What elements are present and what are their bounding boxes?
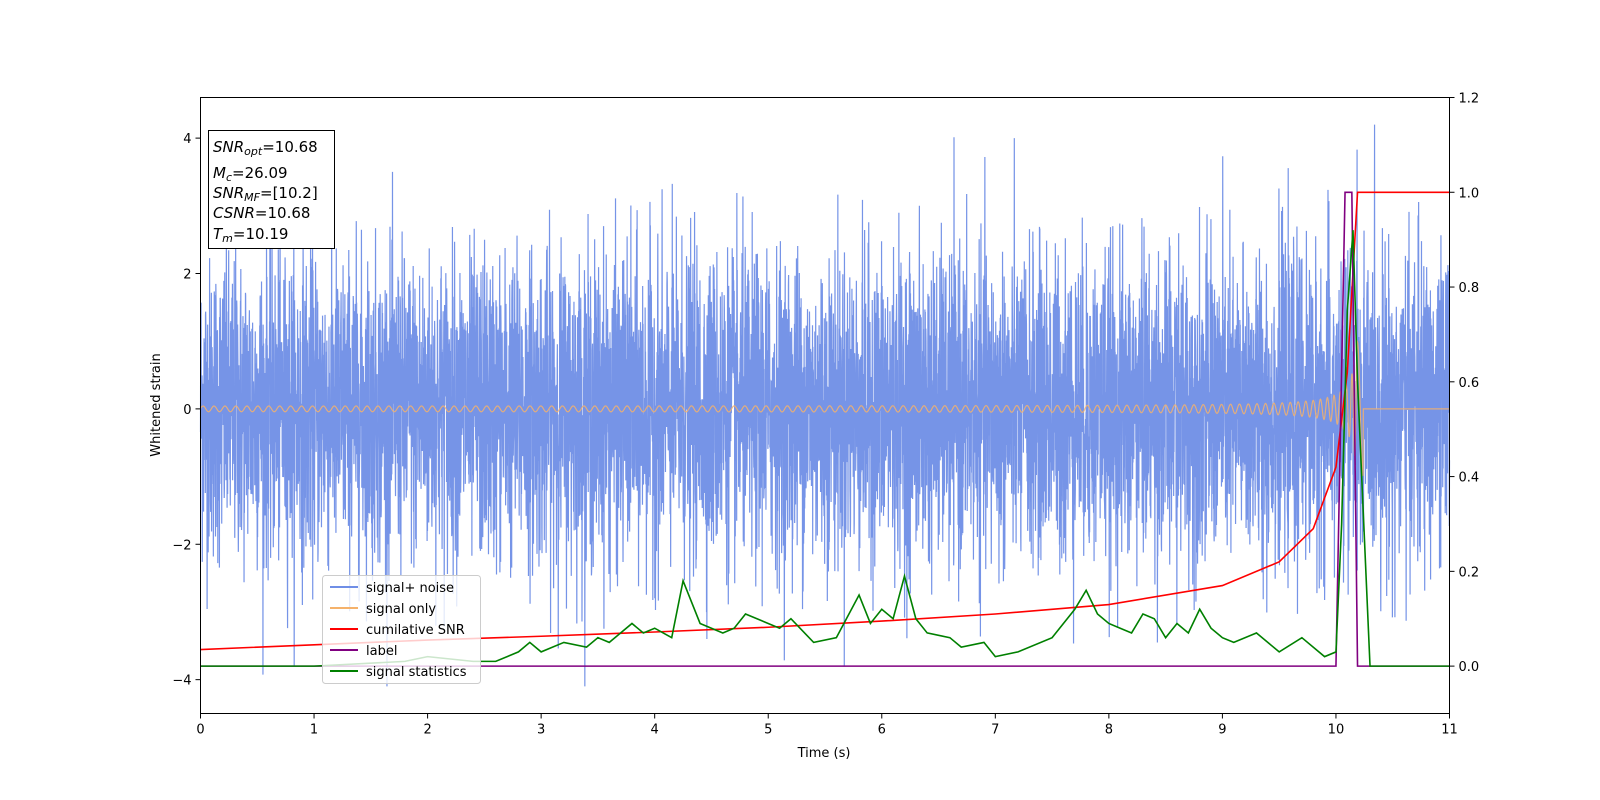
x-tick-label-3: 3 bbox=[537, 723, 545, 738]
info-box: SNRopt=10.68 Mc=26.09 SNRMF=[10.2] CSNR=… bbox=[208, 130, 335, 249]
y-left-tick-label-3: 2 bbox=[183, 268, 191, 283]
x-tick-label-4: 4 bbox=[651, 723, 659, 738]
legend-label-signal-noise: signal+ noise bbox=[366, 581, 454, 596]
series-layer bbox=[199, 124, 1451, 687]
legend-label-signal-only: signal only bbox=[366, 602, 436, 617]
x-tick-label-9: 9 bbox=[1218, 723, 1226, 738]
legend-label-label: label bbox=[366, 644, 397, 659]
y-axis-right: 0.0 0.2 0.4 0.6 0.8 1.0 1.2 bbox=[1449, 92, 1480, 675]
y-right-tick-label-2: 0.4 bbox=[1459, 471, 1480, 486]
x-axis: 0 1 2 3 4 5 6 7 8 9 10 11 bbox=[196, 713, 1458, 738]
y-right-tick-label-5: 1.0 bbox=[1459, 186, 1480, 201]
info-tm: Tm=10.19 bbox=[213, 225, 288, 245]
x-tick-label-1: 1 bbox=[310, 723, 318, 738]
series-signal-only bbox=[199, 339, 1450, 476]
y-right-tick-label-4: 0.8 bbox=[1459, 281, 1480, 296]
x-tick-label-10: 10 bbox=[1328, 723, 1345, 738]
legend: signal+ noise signal only cumilative SNR… bbox=[322, 575, 481, 684]
info-snr-opt: SNRopt=10.68 bbox=[213, 138, 318, 158]
x-tick-label-2: 2 bbox=[423, 723, 431, 738]
y-right-tick-label-0: 0.0 bbox=[1459, 660, 1480, 675]
info-csnr: CSNR=10.68 bbox=[213, 204, 310, 222]
y-left-tick-label-4: 4 bbox=[183, 132, 191, 147]
y-left-tick-label-1: −2 bbox=[172, 538, 191, 553]
y-right-tick-label-6: 1.2 bbox=[1459, 92, 1480, 107]
y-right-tick-label-1: 0.2 bbox=[1459, 565, 1480, 580]
x-tick-label-6: 6 bbox=[878, 723, 886, 738]
series-signal-statistics bbox=[200, 230, 1450, 667]
x-tick-label-8: 8 bbox=[1105, 723, 1113, 738]
x-tick-label-0: 0 bbox=[196, 723, 204, 738]
info-box-frame bbox=[208, 130, 335, 249]
legend-label-signal-statistics: signal statistics bbox=[366, 665, 467, 680]
y-right-tick-label-3: 0.6 bbox=[1459, 376, 1480, 391]
x-tick-label-5: 5 bbox=[764, 723, 772, 738]
x-tick-label-11: 11 bbox=[1441, 723, 1458, 738]
plot-frame bbox=[200, 97, 1450, 714]
legend-frame bbox=[322, 575, 481, 684]
legend-label-cumulative-snr: cumilative SNR bbox=[366, 623, 465, 638]
info-mc: Mc=26.09 bbox=[213, 164, 288, 184]
y-left-tick-label-0: −4 bbox=[172, 674, 191, 689]
series-cumulative-snr bbox=[200, 191, 1450, 651]
series-signal-noise bbox=[199, 124, 1451, 687]
x-axis-label: Time (s) bbox=[797, 746, 851, 761]
info-snr-mf: SNRMF=[10.2] bbox=[213, 184, 318, 204]
y-left-tick-label-2: 0 bbox=[183, 403, 191, 418]
x-tick-label-7: 7 bbox=[991, 723, 999, 738]
y-axis-label: Whitened strain bbox=[149, 353, 164, 456]
y-axis-left: −4 −2 0 2 4 bbox=[172, 132, 201, 689]
